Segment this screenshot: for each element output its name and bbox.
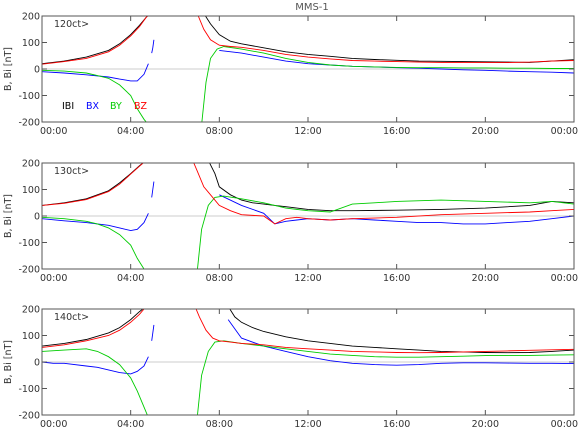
series-bx-seg-0 [42,356,149,375]
series-bz-seg-0 [42,163,144,206]
x-tick-label: 12:00 [294,126,321,137]
y-tick-label: -200 [18,265,40,276]
y-tick-label: -100 [18,384,40,395]
y-tick-label: 200 [22,12,40,23]
panel-label: 130ct> [54,166,89,177]
series-by-seg-0 [42,69,147,122]
x-tick-label: 08:00 [206,419,233,430]
legend-ibi: IBI [62,101,74,112]
panels: -200 -100 0 100 200 00:00 04:00 08:00 12:00 16:00… [3,12,578,431]
x-tick-label: 12:00 [294,419,321,430]
series-by-seg-0 [42,216,145,269]
series-ibi-seg-1 [229,309,574,354]
legend-bz: BZ [134,101,148,112]
x-tick-label: 20:00 [472,273,499,284]
panel-3: -200 -100 0 100 200 00:00 04:00 08:00 12:00 16:00… [3,305,578,431]
legend-by: BY [110,101,122,112]
series-ibi-seg-0 [42,309,144,347]
series-bz-seg-1 [197,16,574,64]
panel-label: 140ct> [54,312,89,323]
series-ibi-seg-1 [204,16,574,63]
series-bx-seg-1 [151,181,155,198]
series-bz-seg-0 [42,16,149,65]
x-tick-label: 04:00 [117,126,144,137]
series-bx-seg-1 [151,39,155,54]
y-tick-label: -100 [18,91,40,102]
x-tick-label: 00:00 [551,273,578,284]
x-tick-label: 16:00 [383,419,410,430]
series-ibi-seg-0 [42,163,144,206]
y-axis-label: B, Bi [nT] [3,47,14,91]
y-tick-label: 0 [34,65,40,76]
series-group [42,163,574,269]
panel-label: 120ct> [54,19,89,30]
series-bx-seg-0 [42,213,149,232]
y-tick-label: -100 [18,238,40,249]
x-tick-label: 20:00 [472,126,499,137]
series-bx-seg-2 [227,319,574,366]
x-tick-label: 20:00 [472,419,499,430]
x-tick-label: 12:00 [294,273,321,284]
x-tick-label: 00:00 [551,419,578,430]
y-axis-label: B, Bi [nT] [3,194,14,238]
x-tick-label: 00:00 [40,273,67,284]
series-bx-seg-0 [42,63,149,82]
series-by-seg-1 [197,195,574,269]
panel-1: -200 -100 0 100 200 00:00 04:00 08:00 12:00 16:00… [3,12,578,138]
series-by-seg-1 [201,46,574,122]
y-tick-label: 100 [22,185,40,196]
series-bx-seg-2 [219,194,574,225]
x-tick-label: 08:00 [206,126,233,137]
series-by-seg-1 [197,340,574,415]
x-tick-label: 00:00 [40,419,67,430]
x-tick-label: 04:00 [117,273,144,284]
y-tick-label: 0 [34,212,40,223]
series-bz-seg-1 [195,309,574,354]
x-tick-label: 04:00 [117,419,144,430]
series-by-seg-0 [42,348,148,415]
y-tick-label: 100 [22,331,40,342]
panel-2: -200 -100 0 100 200 00:00 04:00 08:00 12:00 16:00… [3,159,578,285]
series-ibi-seg-1 [209,163,574,212]
legend-bx: BX [86,101,100,112]
y-tick-label: 100 [22,38,40,49]
x-tick-label: 16:00 [383,126,410,137]
y-tick-label: 200 [22,159,40,170]
x-tick-label: 00:00 [551,126,578,137]
y-tick-label: 0 [34,358,40,369]
series-group [42,16,574,122]
series-bz-seg-1 [193,163,574,225]
x-tick-label: 00:00 [40,126,67,137]
series-bx-seg-1 [151,324,155,341]
y-tick-label: -200 [18,118,40,129]
figure-title: MMS-1 [295,2,329,13]
series-group [42,309,574,415]
y-tick-label: 200 [22,305,40,316]
y-axis-label: B, Bi [nT] [3,340,14,384]
y-tick-label: -200 [18,411,40,422]
x-tick-label: 16:00 [383,273,410,284]
x-tick-label: 08:00 [206,273,233,284]
